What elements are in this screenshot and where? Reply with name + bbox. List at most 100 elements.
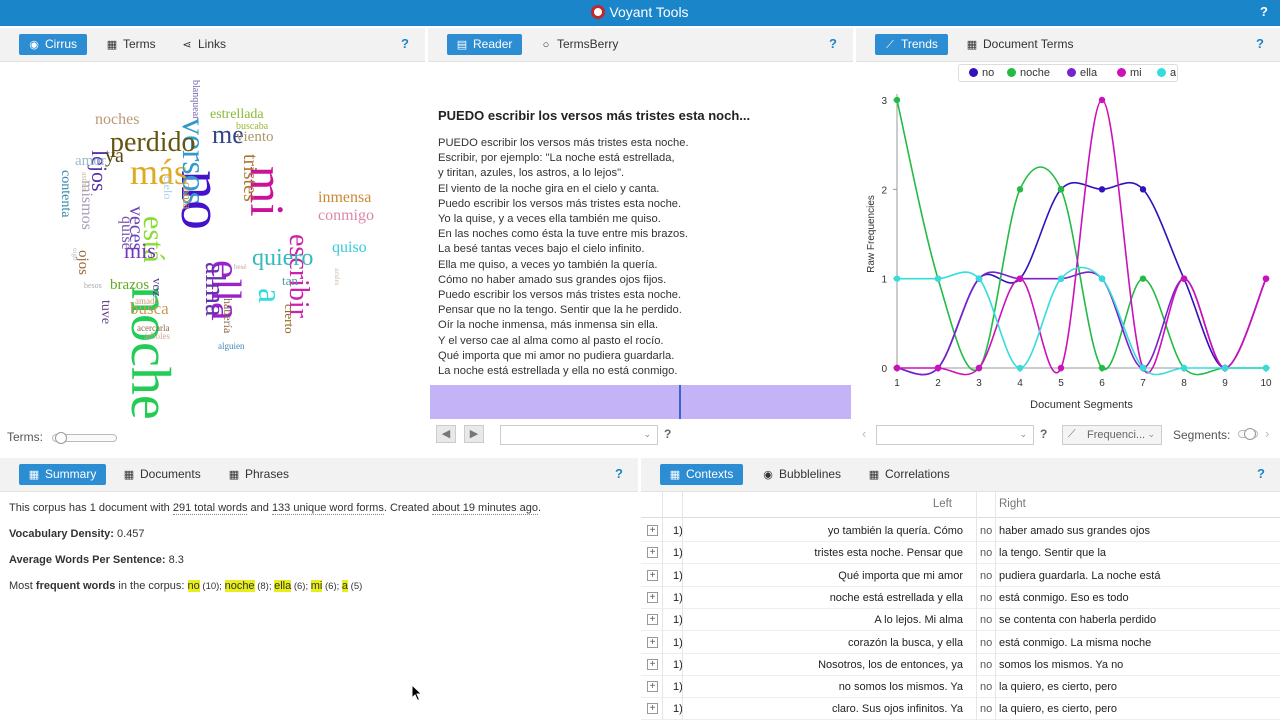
- expand-row-icon[interactable]: +: [647, 547, 658, 559]
- reader-search-help[interactable]: ?: [664, 427, 672, 441]
- segments-slider[interactable]: [1238, 428, 1258, 440]
- cloud-word-38[interactable]: buscaba: [236, 121, 269, 132]
- cloud-word-44[interactable]: besos: [84, 281, 102, 290]
- frequent-word-no[interactable]: no: [187, 580, 200, 592]
- frequencies-select[interactable]: ⟋ Frequenci... ⌄: [1062, 425, 1162, 445]
- frequent-word-a[interactable]: a: [341, 580, 349, 592]
- tab-phrases[interactable]: ▦ Phrases: [219, 464, 299, 485]
- cloud-word-47[interactable]: oigo: [71, 248, 79, 261]
- cloud-word-4[interactable]: a: [251, 288, 288, 304]
- frequent-word-ella[interactable]: ella: [274, 580, 292, 592]
- expand-row-icon[interactable]: +: [647, 658, 658, 670]
- frequent-word-mi[interactable]: mi: [310, 580, 323, 592]
- cloud-word-28[interactable]: amor: [75, 153, 106, 169]
- terms-slider[interactable]: [52, 431, 118, 444]
- tab-terms[interactable]: ▦ Terms: [97, 34, 166, 55]
- cloud-word-39[interactable]: blanquear: [190, 80, 201, 120]
- cloud-word-40[interactable]: amado: [135, 296, 159, 306]
- cloud-word-48[interactable]: besé: [234, 263, 247, 271]
- tab-trends[interactable]: ⟋ Trends: [875, 34, 948, 55]
- table-row[interactable]: +1) corazón la busca, y ella no está conmig…: [641, 632, 1280, 654]
- cloud-word-35[interactable]: tan: [282, 273, 298, 288]
- cloud-word-37[interactable]: voz: [150, 278, 165, 297]
- table-row[interactable]: +1) A lo lejos. Mi alma no se contenta con …: [641, 609, 1280, 632]
- expand-row-icon[interactable]: +: [647, 703, 658, 715]
- legend-item-no[interactable]: no: [969, 67, 994, 79]
- cloud-word-42[interactable]: alguien: [218, 341, 245, 351]
- reader-search-combo[interactable]: ⌄: [500, 425, 658, 445]
- terms-slider-knob[interactable]: [55, 431, 68, 444]
- tab-termsberry[interactable]: ○ TermsBerry: [531, 34, 628, 55]
- expand-row-icon[interactable]: +: [647, 525, 658, 536]
- cloud-word-17[interactable]: ya: [105, 145, 124, 167]
- legend-item-mi[interactable]: mi: [1117, 67, 1142, 79]
- reader-position-marker[interactable]: [679, 385, 681, 419]
- cloud-word-9[interactable]: perdido: [110, 127, 196, 158]
- cloud-word-25[interactable]: contenta: [58, 170, 73, 218]
- cloud-word-36[interactable]: tuve: [98, 300, 113, 325]
- legend-item-a[interactable]: a: [1157, 67, 1176, 79]
- segments-slider-knob[interactable]: [1244, 428, 1256, 440]
- reader-document-bar[interactable]: [430, 385, 851, 419]
- expand-row-icon[interactable]: +: [647, 636, 658, 648]
- cloud-word-34[interactable]: habería: [221, 298, 235, 334]
- cloud-word-5[interactable]: más: [130, 152, 188, 192]
- cloud-word-31[interactable]: cielo: [161, 176, 175, 200]
- summary-help-button[interactable]: ?: [615, 466, 623, 481]
- cloud-word-43[interactable]: árboles: [144, 331, 170, 341]
- next-button[interactable]: ▶: [464, 425, 484, 443]
- tab-documents[interactable]: ▦ Documents: [114, 464, 211, 485]
- tab-document-terms[interactable]: ▦ Document Terms: [957, 34, 1083, 55]
- trends-search-combo[interactable]: ⌄: [876, 425, 1034, 445]
- legend-item-ella[interactable]: ella: [1067, 67, 1097, 79]
- table-row[interactable]: +1) Qué importa que mi amor no pudiera guar…: [641, 565, 1280, 587]
- cloud-word-33[interactable]: quise: [118, 216, 135, 250]
- trends-search-help[interactable]: ?: [1040, 427, 1048, 441]
- trends-help-button[interactable]: ?: [1256, 36, 1264, 51]
- cloud-word-21[interactable]: brazos: [110, 277, 150, 293]
- cloud-word-11[interactable]: me: [212, 120, 244, 149]
- table-row[interactable]: +1) Nosotros, los de entonces, ya no somos …: [641, 654, 1280, 676]
- tab-links[interactable]: ⋖ Links: [172, 34, 236, 55]
- cloud-word-15[interactable]: tristes: [239, 154, 261, 202]
- cirrus-help-button[interactable]: ?: [401, 36, 409, 51]
- expand-row-icon[interactable]: +: [647, 614, 658, 626]
- table-row[interactable]: +1) tristes esta noche. Pensar que no la te…: [641, 542, 1280, 565]
- cloud-word-29[interactable]: estrellada: [210, 107, 264, 122]
- legend-item-noche[interactable]: noche: [1007, 67, 1050, 79]
- cloud-word-12[interactable]: quiero: [252, 245, 314, 271]
- column-right-header[interactable]: Right: [999, 498, 1026, 510]
- cloud-word-20[interactable]: quiso: [332, 239, 367, 256]
- cloud-word-18[interactable]: inmensa: [318, 189, 372, 206]
- tab-bubblelines[interactable]: ◉ Bubblelines: [753, 464, 851, 485]
- app-help-button[interactable]: ?: [1260, 4, 1268, 19]
- chevron-right-icon[interactable]: ›: [1265, 426, 1270, 441]
- cloud-word-45[interactable]: astros: [80, 172, 89, 191]
- cloud-word-30[interactable]: viento: [236, 129, 274, 145]
- cloud-word-27[interactable]: noches: [95, 111, 140, 128]
- cloud-word-41[interactable]: acercarla: [137, 323, 170, 333]
- tab-summary[interactable]: ▦ Summary: [19, 464, 107, 485]
- expand-row-icon[interactable]: +: [647, 569, 658, 581]
- contexts-help-button[interactable]: ?: [1257, 466, 1265, 481]
- cloud-word-13[interactable]: mis: [124, 238, 156, 263]
- cloud-word-24[interactable]: cierto: [282, 304, 297, 334]
- previous-button[interactable]: ◀: [436, 425, 456, 443]
- cloud-word-46[interactable]: azules: [333, 268, 341, 286]
- table-row[interactable]: +1) claro. Sus ojos infinitos. Ya no la qui…: [641, 698, 1280, 720]
- table-row[interactable]: +1) noche está estrellada y ella no está co…: [641, 587, 1280, 609]
- column-left-header[interactable]: Left: [932, 498, 952, 510]
- cloud-word-32[interactable]: canta: [180, 182, 195, 210]
- chevron-left-icon[interactable]: ‹: [862, 426, 867, 441]
- cloud-word-22[interactable]: busca: [130, 299, 169, 318]
- tab-contexts[interactable]: ▦ Contexts: [660, 464, 744, 485]
- cloud-word-19[interactable]: conmigo: [318, 207, 374, 224]
- expand-row-icon[interactable]: +: [647, 591, 658, 603]
- reader-help-button[interactable]: ?: [829, 36, 837, 51]
- table-row[interactable]: +1) no somos los mismos. Ya no la quiero, e…: [641, 676, 1280, 699]
- table-row[interactable]: +1) yo también la quería. Cómo no haber ama…: [641, 520, 1280, 542]
- tab-correlations[interactable]: ▦ Correlations: [859, 464, 960, 485]
- tab-reader[interactable]: ▤ Reader: [447, 34, 523, 55]
- tab-cirrus[interactable]: ◉ Cirrus: [19, 34, 87, 55]
- frequent-word-noche[interactable]: noche: [224, 580, 255, 592]
